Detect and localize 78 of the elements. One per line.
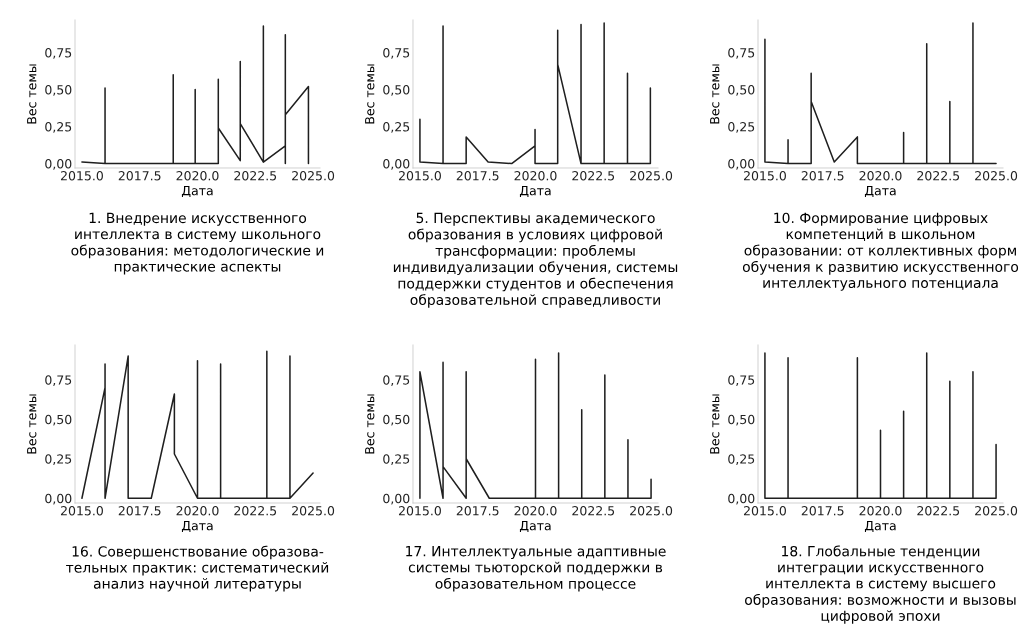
y-axis-title: Вес темы	[365, 64, 375, 124]
text: 1. Внедрение искусственного интеллекта в систему школьного образования: методологические и практические аспекты	[71, 212, 324, 275]
x-tick-label: 2020.0	[859, 506, 902, 516]
y-tick-label: 0,75	[383, 48, 410, 59]
x-axis-title: Дата	[181, 521, 213, 533]
x-tick-label: 2017.5	[118, 171, 161, 181]
y-tick-label: 0,50	[383, 85, 410, 96]
x-tick-label: 2022.5	[917, 171, 960, 181]
y-tick-label: 0,00	[45, 493, 72, 505]
x-tick-label: 2025.0	[975, 506, 1018, 516]
y-tick-label: 0,75	[383, 375, 410, 386]
x-tick-label: 2025.0	[292, 171, 335, 181]
x-tick-label: 2015.0	[743, 506, 786, 516]
line-series	[764, 352, 997, 500]
text: 16. Совершенствование образова- тельных практик: систематический анализ научной литературы	[66, 545, 329, 592]
x-tick-label: 2020.0	[859, 171, 902, 181]
y-tick-label: 0,25	[45, 454, 72, 465]
x-axis-title: Дата	[181, 186, 213, 198]
text: 10. Формирование цифровых компетенций в школьном образовании: от коллективных форм обучения к развитию искусственного интеллектуального потенциала	[742, 212, 1019, 291]
x-tick-label: 2022.5	[572, 171, 615, 181]
text: 17. Интеллектуальные адаптивные системы тьюторской поддержки в образовательном процессе	[406, 546, 666, 592]
x-tick-label: 2017.5	[456, 171, 499, 181]
y-axis-title: Вес темы	[27, 394, 37, 454]
y-tick-label: 0,00	[728, 493, 755, 505]
x-tick-label: 2022.5	[917, 506, 960, 516]
line-series	[81, 25, 310, 165]
y-tick-label: 0,75	[45, 375, 72, 386]
y-tick-label: 0,25	[45, 122, 72, 133]
x-tick-label: 2015.0	[60, 506, 103, 516]
x-tick-label: 2017.5	[801, 506, 844, 516]
y-tick-label: 0,25	[383, 454, 410, 465]
x-tick-label: 2025.0	[975, 171, 1018, 181]
y-axis-title: Вес темы	[27, 64, 37, 124]
text: 5. Перспективы академического образования в условиях цифровой трансформации: проблемы индивидуализации обучения, системы поддержки студентов и обеспечения образовательной справедливости	[393, 212, 678, 308]
x-tick-label: 2022.5	[234, 506, 277, 516]
line-series	[81, 350, 314, 500]
x-tick-label: 2022.5	[234, 171, 277, 181]
x-tick-label: 2020.0	[176, 506, 219, 516]
y-axis-title: Вес темы	[710, 64, 720, 124]
y-tick-label: 0,50	[45, 414, 72, 426]
y-tick-label: 0,00	[383, 159, 410, 170]
y-tick-label: 0,75	[45, 48, 72, 59]
y-tick-label: 0,50	[728, 85, 755, 96]
y-axis-title: Вес темы	[710, 394, 720, 454]
y-tick-label: 0,75	[728, 375, 755, 386]
x-tick-label: 2015.0	[398, 506, 441, 516]
x-tick-label: 2015.0	[60, 171, 103, 181]
x-tick-label: 2015.0	[743, 171, 786, 181]
x-tick-label: 2017.5	[456, 506, 499, 516]
x-axis-title: Дата	[519, 186, 551, 198]
x-tick-label: 2022.5	[572, 506, 615, 516]
y-tick-label: 0,00	[383, 493, 410, 505]
y-tick-label: 0,25	[728, 454, 755, 465]
y-tick-label: 0,00	[45, 159, 72, 170]
x-axis-title: Дата	[864, 521, 896, 533]
x-axis-title: Дата	[864, 186, 896, 198]
y-axis-title: Вес темы	[365, 394, 375, 454]
y-tick-label: 0,25	[728, 122, 755, 133]
y-tick-label: 0,75	[728, 48, 755, 59]
x-tick-label: 2025.0	[292, 506, 335, 516]
x-tick-label: 2017.5	[801, 171, 844, 181]
x-tick-label: 2020.0	[514, 506, 557, 516]
line-series	[419, 352, 652, 500]
y-tick-label: 0,00	[728, 159, 755, 170]
x-tick-label: 2020.0	[514, 171, 557, 181]
y-tick-label: 0,50	[383, 414, 410, 426]
y-tick-label: 0,25	[383, 122, 410, 133]
x-tick-label: 2015.0	[398, 171, 441, 181]
x-tick-label: 2017.5	[118, 506, 161, 516]
line-series	[419, 22, 652, 165]
text: 18. Глобальные тенденции интеграции искусственного интеллекта в систему высшего образования: возможности и вызовы цифровой эпохи	[745, 545, 1016, 624]
x-axis-title: Дата	[519, 521, 551, 533]
y-tick-label: 0,50	[45, 85, 72, 96]
line-series	[764, 22, 997, 165]
y-tick-label: 0,50	[728, 414, 755, 426]
x-tick-label: 2025.0	[630, 506, 673, 516]
x-tick-label: 2025.0	[630, 171, 673, 181]
x-tick-label: 2020.0	[176, 171, 219, 181]
